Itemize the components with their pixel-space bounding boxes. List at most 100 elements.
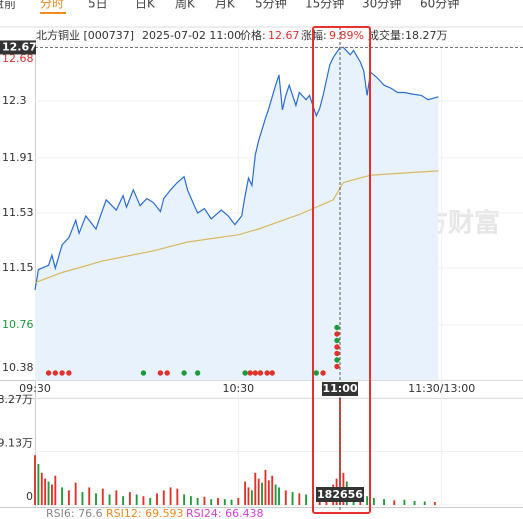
signal-dot [181,370,187,376]
volume-bar [88,487,91,505]
x-tick-label: 10:30 [222,382,254,395]
volume-bar [101,488,104,505]
volume-bar [264,469,267,505]
volume-bar [40,472,43,505]
volume-bar [34,455,36,505]
cursor-time-box [322,382,358,396]
signal-dot [252,370,258,376]
volume-bar [433,502,436,505]
signal-dot [52,370,59,376]
y-tick-label: 12.68 [2,52,34,65]
signal-dot [45,370,52,376]
header-change: 9.89% [329,29,364,42]
area-fill [35,47,439,380]
cursor-volume: 182656 [317,488,363,501]
volume-bar [162,490,165,505]
header-volume-label: 成交量: [368,28,405,42]
y-tick-label: 11.91 [2,151,34,164]
volume-bar [67,490,70,505]
volume-bar [196,497,199,505]
header-datetime: 2025-07-02 11:00 [142,29,241,42]
volume-bar [189,496,192,505]
volume-bar [54,475,57,505]
cursor-time: 11:00 [322,382,357,395]
volume-bar [298,493,301,505]
tab[interactable]: 周K [175,0,196,11]
signal-dot [157,370,164,376]
volume-bar [237,497,240,505]
signal-dot [247,370,253,376]
tab[interactable]: 盘前 [0,0,16,11]
volume-bar [366,496,369,505]
volume-bar [393,500,396,505]
volume-bar [115,490,118,505]
volume-bar [267,480,270,505]
volume-bar [81,492,84,505]
volume-bar [291,492,294,505]
y-tick-label: 11.53 [2,206,34,219]
volume-bar [423,501,426,505]
volume-bar [278,487,280,505]
volume-bar [305,494,308,505]
volume-bar [95,493,97,505]
volume-bar [37,463,40,505]
volume-tick-label: 0 [26,490,33,503]
volume-bar [61,487,64,505]
volume-bar [156,493,158,505]
volume-bar [339,398,341,505]
signal-dot [334,331,340,337]
tab[interactable]: 分时 [40,0,64,11]
y-tick-label: 10.76 [2,318,34,331]
signal-dot [334,344,340,350]
signal-dot [334,357,340,363]
tab[interactable]: 15分钟 [305,0,344,11]
volume-bar [44,478,47,505]
volume-bar [217,497,219,505]
volume-bar [142,496,145,505]
signal-dot [257,370,264,376]
volume-bar [149,497,152,505]
tab[interactable]: 5分钟 [255,0,287,11]
signal-dot [334,324,340,331]
volume-bar [169,487,172,505]
volume-bar [210,499,213,505]
tab[interactable]: 5日 [88,0,108,11]
volume-bar [135,494,138,505]
volume-bar [383,499,385,505]
volume-bar [183,494,186,505]
volume-bar [261,482,263,505]
highlight-box [312,26,371,514]
volume-bar [51,484,53,505]
signal-dot [194,370,201,376]
signal-dot [334,337,340,344]
volume-bar [47,481,50,505]
volume-bar [247,487,250,505]
rsi-label: RSI12: 69.593 [106,507,184,519]
volume-bar [257,478,260,505]
tab[interactable]: 30分钟 [362,0,401,11]
y-tick-label: 12.3 [2,94,27,107]
price-line [34,46,439,291]
header-name: 北方铜业 [000737] [36,28,134,42]
volume-bar [413,500,416,505]
signal-dot [313,370,319,376]
tab[interactable]: 月K [215,0,236,11]
y-tick-label: 11.15 [2,261,34,274]
volume-bar [203,496,206,505]
signal-dot [320,370,326,376]
cursor-volume-box [316,487,364,502]
volume-bar [176,488,179,505]
tab[interactable]: 日K [135,0,156,11]
signal-dot [264,370,270,376]
y-tick-label: 10.38 [2,361,34,374]
signal-dot [334,350,340,357]
signal-dot [140,370,147,376]
volume-tick-label: 9.13万 [0,437,33,450]
average-line [34,170,439,284]
volume-bar [128,492,131,505]
volume-tick-label: 18.27万 [0,393,33,406]
volume-bar [271,475,274,505]
tab[interactable]: 60分钟 [420,0,459,11]
header-price: 12.67 [268,29,300,42]
